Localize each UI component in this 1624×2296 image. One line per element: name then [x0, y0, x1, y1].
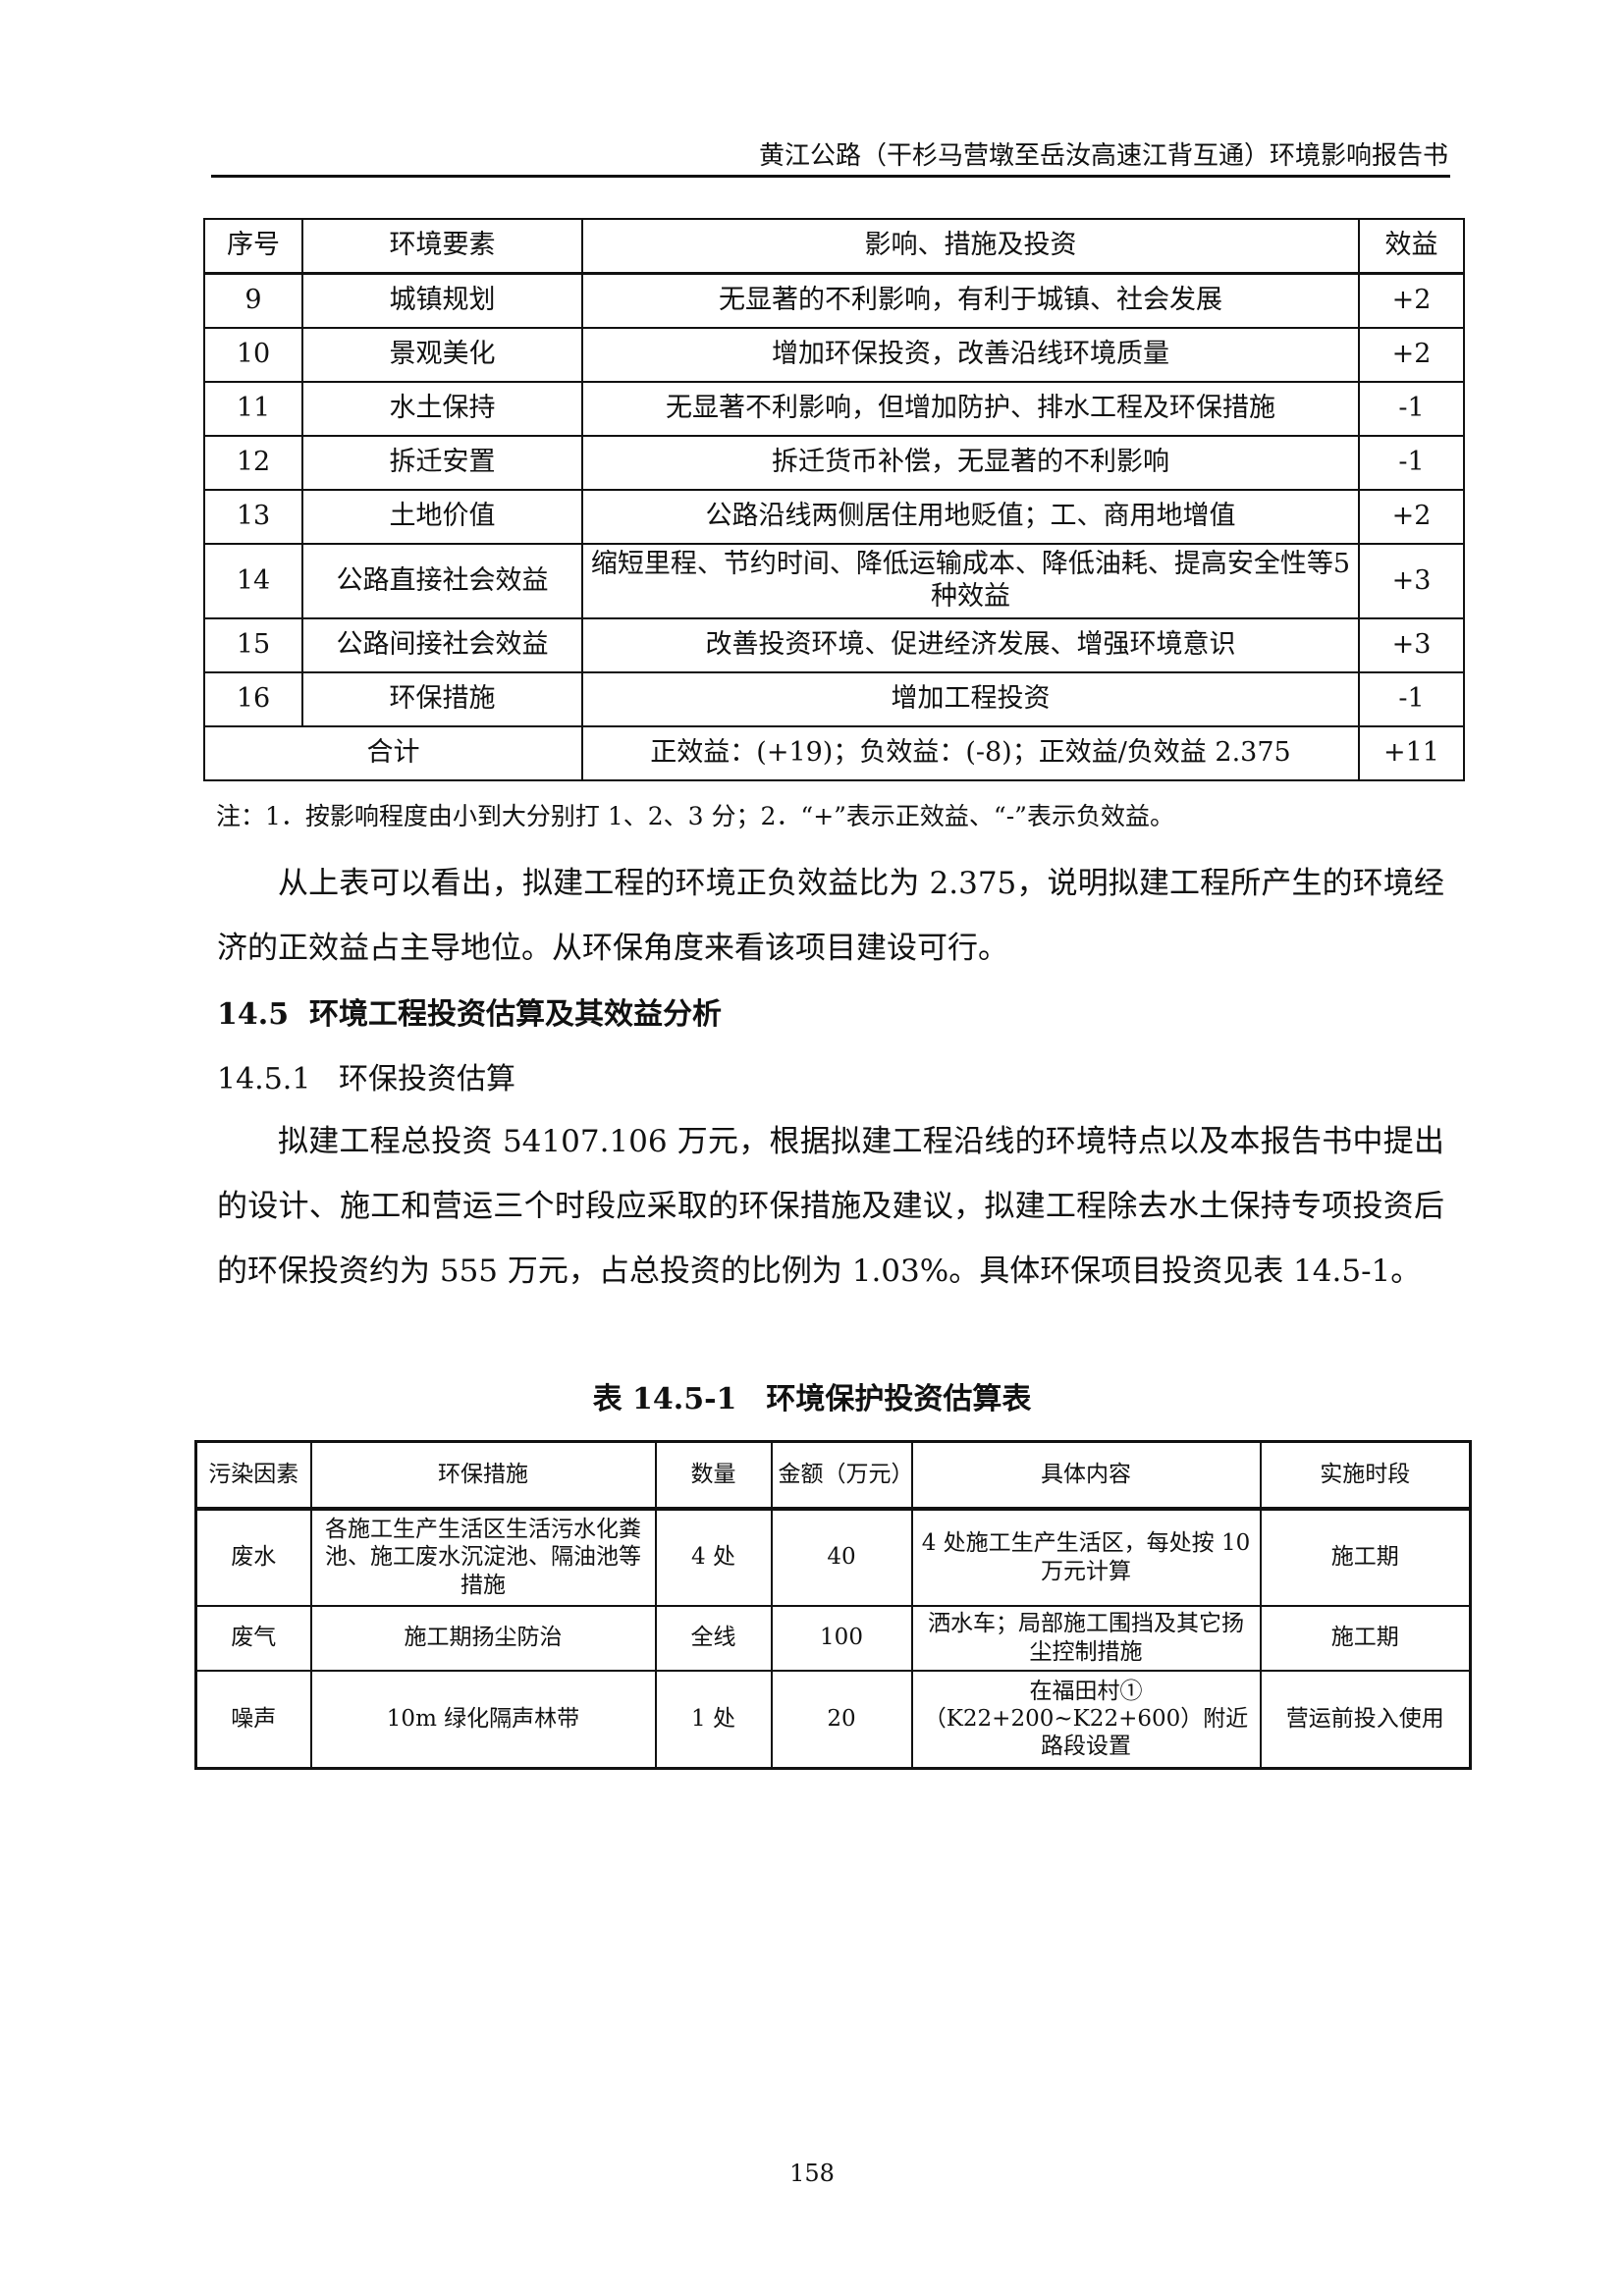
table-cell: +3 [1358, 617, 1465, 673]
subsection-number: 14.5.1 [217, 1062, 311, 1096]
header-rule [211, 175, 1450, 178]
table-cell: 噪声 [194, 1669, 312, 1770]
table-cell: 无显著的不利影响，有利于城镇、社会发展 [581, 272, 1360, 329]
table-cell: 营运前投入使用 [1259, 1669, 1472, 1770]
paragraph: 从上表可以看出，拟建工程的环境正负效益比为 2.375，说明拟建工程所产生的环境… [217, 866, 1444, 966]
table-cell: +2 [1358, 327, 1465, 383]
running-header: 黄江公路（干杉马营墩至岳汝高速江背互通）环境影响报告书 [758, 141, 1448, 171]
table-cell: 废水 [194, 1507, 312, 1607]
table-header-row: 序号 环境要素 影响、措施及投资 效益 [203, 218, 1465, 275]
table-cell: 4 处 [654, 1507, 773, 1607]
table-cell: 10 [203, 327, 303, 383]
table-note: 注：1．按影响程度由小到大分别打 1、2、3 分；2．“+”表示正效益、“-”表… [216, 802, 1174, 830]
section-heading: 14.5 环境工程投资估算及其效益分析 [217, 989, 722, 1033]
header-cell: 环保措施 [309, 1440, 657, 1511]
table-cell: 4 处施工生产生活区，每处按 10 万元计算 [910, 1507, 1262, 1607]
table-caption: 表 14.5-1 环境保护投资估算表 [592, 1382, 1032, 1416]
header-cell: 环境要素 [301, 218, 583, 275]
subsection-title: 环保投资估算 [339, 1062, 516, 1096]
table-cell: 15 [203, 617, 303, 673]
table-cell: 拆迁货币补偿，无显著的不利影响 [581, 435, 1360, 491]
table-cell: 洒水车；局部施工围挡及其它扬尘控制措施 [910, 1604, 1262, 1672]
investment-table: 污染因素 环保措施 数量 金额（万元） 具体内容 实施时段 废水 各施工生产生活区… [194, 1440, 1472, 1770]
header-cell: 数量 [654, 1440, 773, 1511]
table-cell: 1 处 [654, 1669, 773, 1770]
header-cell: 污染因素 [194, 1440, 312, 1511]
table-cell: 9 [203, 272, 303, 329]
table-cell: 11 [203, 381, 303, 437]
table-row: 14 公路直接社会效益 缩短里程、节约时间、降低运输成本、降低油耗、提高安全性等5种… [203, 543, 1465, 619]
table-header-row: 污染因素 环保措施 数量 金额（万元） 具体内容 实施时段 [194, 1440, 1472, 1511]
table-cell: 20 [770, 1669, 913, 1770]
table-row: 噪声 10m 绿化隔声林带 1 处 20 在福田村①（K22+200~K22+600）附… [194, 1669, 1472, 1770]
table-cell: 改善投资环境、促进经济发展、增强环境意识 [581, 617, 1360, 673]
table-cell: 拆迁安置 [301, 435, 583, 491]
table-row: 10 景观美化 增加环保投资，改善沿线环境质量 +2 [203, 327, 1465, 383]
section-number: 14.5 [217, 997, 290, 1032]
table-cell: 施工期扬尘防治 [309, 1604, 657, 1672]
table-row: 16 环保措施 增加工程投资 -1 [203, 671, 1465, 727]
table-row: 11 水土保持 无显著不利影响，但增加防护、排水工程及环保措施 -1 [203, 381, 1465, 437]
table-cell: 水土保持 [301, 381, 583, 437]
table-row: 废气 施工期扬尘防治 全线 100 洒水车；局部施工围挡及其它扬尘控制措施 施工期 [194, 1604, 1472, 1672]
table-cell: 城镇规划 [301, 272, 583, 329]
table-cell: 40 [770, 1507, 913, 1607]
table-cell: 废气 [194, 1604, 312, 1672]
table-cell: 公路间接社会效益 [301, 617, 583, 673]
total-detail: 正效益：(+19)；负效益：(-8)；正效益/负效益 2.375 [581, 725, 1360, 781]
table-cell: -1 [1358, 435, 1465, 491]
header-cell: 实施时段 [1259, 1440, 1472, 1511]
benefit-table: 序号 环境要素 影响、措施及投资 效益 9 城镇规划 无显著的不利影响，有利于城镇、… [203, 218, 1465, 781]
header-cell: 金额（万元） [770, 1440, 914, 1511]
header-cell: 影响、措施及投资 [581, 218, 1360, 275]
table-cell: 10m 绿化隔声林带 [309, 1669, 657, 1770]
page-number: 158 [789, 2160, 835, 2187]
table-cell: 环保措施 [301, 671, 583, 727]
table-cell: -1 [1358, 671, 1465, 727]
table-row: 废水 各施工生产生活区生活污水化粪池、施工废水沉淀池、隔油池等措施 4 处 40 4 处… [194, 1507, 1472, 1607]
table-cell: 16 [203, 671, 303, 727]
table-cell: 增加环保投资，改善沿线环境质量 [581, 327, 1360, 383]
table-cell: 无显著不利影响，但增加防护、排水工程及环保措施 [581, 381, 1360, 437]
table-cell: 100 [770, 1604, 913, 1672]
table-cell: 公路直接社会效益 [301, 543, 583, 619]
header-cell: 具体内容 [910, 1440, 1262, 1511]
table-cell: 13 [203, 489, 303, 545]
table-cell: 公路沿线两侧居住用地贬值；工、商用地增值 [581, 489, 1360, 545]
table-cell: 14 [203, 543, 303, 619]
total-row: 合计 正效益：(+19)；负效益：(-8)；正效益/负效益 2.375 +11 [203, 725, 1465, 781]
table-cell: 土地价值 [301, 489, 583, 545]
header-cell: 效益 [1358, 218, 1465, 275]
table-row: 9 城镇规划 无显著的不利影响，有利于城镇、社会发展 +2 [203, 272, 1465, 329]
table-cell: 全线 [654, 1604, 773, 1672]
total-value: +11 [1358, 725, 1465, 781]
table-cell: 增加工程投资 [581, 671, 1360, 727]
table-row: 12 拆迁安置 拆迁货币补偿，无显著的不利影响 -1 [203, 435, 1465, 491]
total-label: 合计 [203, 725, 583, 781]
table-cell: +3 [1358, 543, 1465, 619]
table-cell: +2 [1358, 489, 1465, 545]
subsection-heading: 14.5.1 环保投资估算 [217, 1054, 515, 1097]
table-cell: 施工期 [1259, 1507, 1472, 1607]
table-row: 15 公路间接社会效益 改善投资环境、促进经济发展、增强环境意识 +3 [203, 617, 1465, 673]
table-cell: 施工期 [1259, 1604, 1472, 1672]
table-cell: 12 [203, 435, 303, 491]
table-cell: 缩短里程、节约时间、降低运输成本、降低油耗、提高安全性等5种效益 [581, 543, 1360, 619]
paragraph: 拟建工程总投资 54107.106 万元，根据拟建工程沿线的环境特点以及本报告书… [217, 1124, 1444, 1289]
table-row: 13 土地价值 公路沿线两侧居住用地贬值；工、商用地增值 +2 [203, 489, 1465, 545]
table-cell: 景观美化 [301, 327, 583, 383]
header-cell: 序号 [203, 218, 303, 275]
table-cell: +2 [1358, 272, 1465, 329]
section-title: 环境工程投资估算及其效益分析 [308, 997, 722, 1032]
table-cell: 各施工生产生活区生活污水化粪池、施工废水沉淀池、隔油池等措施 [309, 1507, 657, 1607]
table-cell: 在福田村①（K22+200~K22+600）附近路段设置 [910, 1669, 1262, 1770]
table-cell: -1 [1358, 381, 1465, 437]
